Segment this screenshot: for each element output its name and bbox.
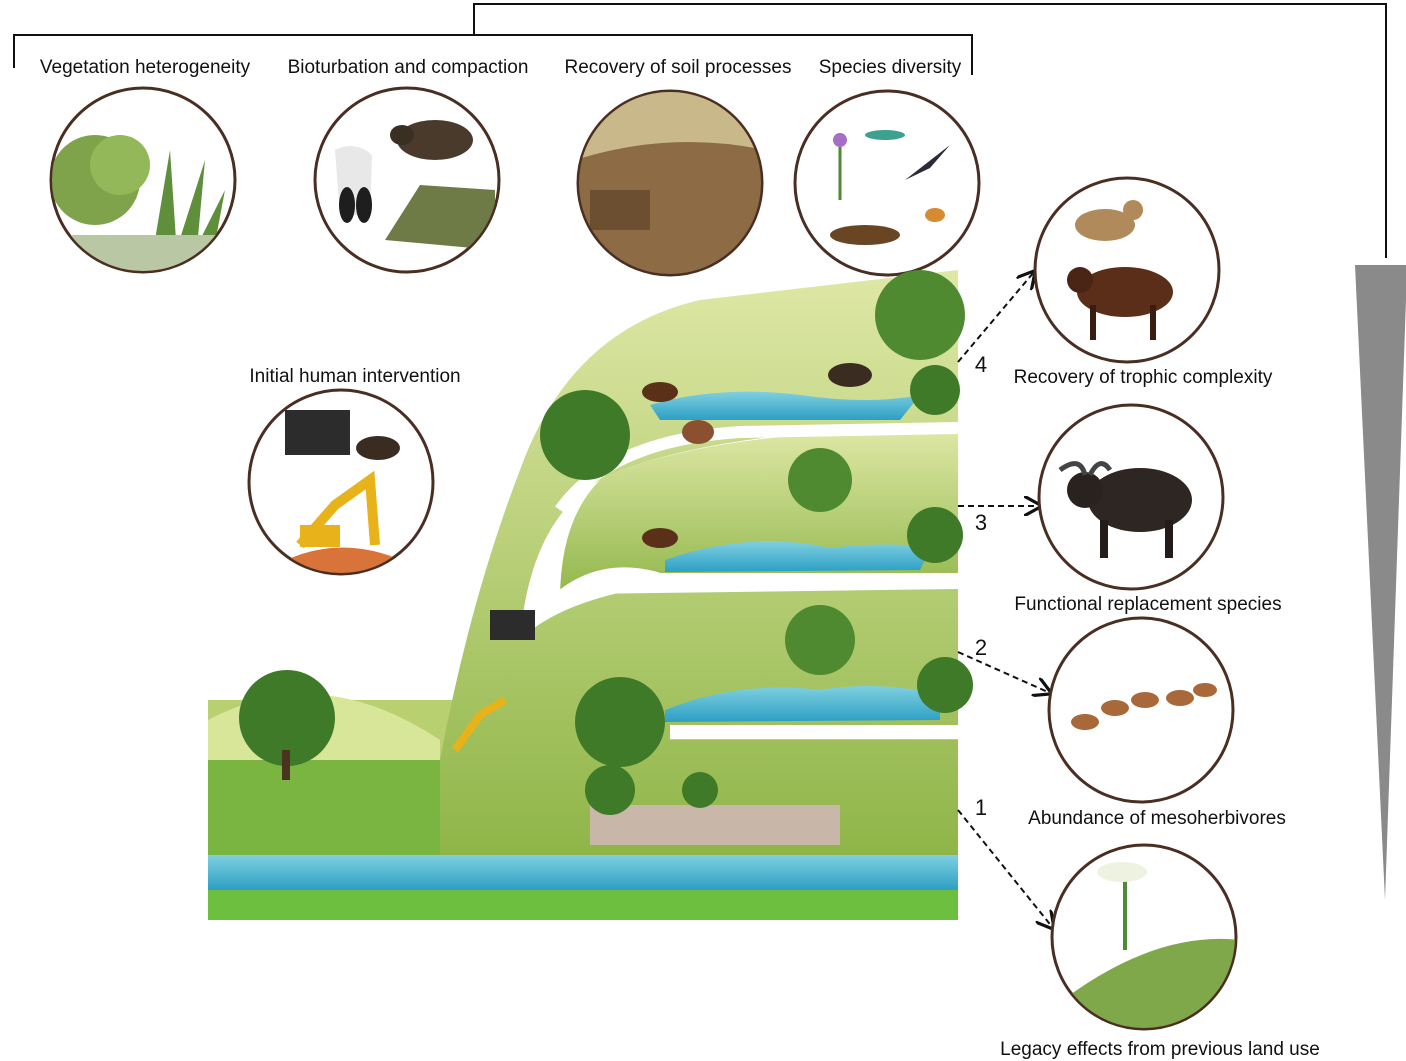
mesoherbivore-circle — [1047, 616, 1235, 804]
illustration-ellipse — [682, 420, 714, 444]
illustration-ellipse — [1097, 862, 1147, 882]
illustration-rect — [208, 855, 958, 890]
illustration-ellipse — [642, 528, 678, 548]
bioturbation-circle — [313, 86, 501, 274]
illustration-rect — [1090, 305, 1096, 340]
illustration-ellipse — [1088, 468, 1192, 532]
stage-number: 3 — [975, 510, 987, 535]
illustration-rect — [1150, 305, 1156, 340]
illustration-path — [385, 185, 495, 250]
illustration-circle — [833, 133, 847, 147]
stage-label: Functional replacement species — [1014, 594, 1281, 615]
illustration-rect — [208, 890, 958, 920]
illustration-path — [551, 567, 958, 604]
illustration-circle — [910, 365, 960, 415]
top-label: Vegetation heterogeneity — [40, 57, 251, 78]
illustration-path — [650, 391, 920, 420]
top-label: Recovery of soil processes — [564, 57, 791, 78]
soil-circle — [576, 89, 764, 277]
illustration-rect — [590, 190, 650, 230]
stage-number: 4 — [975, 352, 987, 377]
illustration-circle — [540, 390, 630, 480]
illustration-g — [1058, 461, 1192, 558]
arrow — [957, 809, 1053, 928]
illustration-circle — [1047, 616, 1235, 804]
illustration-g — [1067, 200, 1173, 340]
top-label: Species diversity — [819, 57, 962, 78]
illustration-ellipse — [642, 382, 678, 402]
illustration-circle — [875, 270, 965, 360]
illustration-path — [579, 581, 959, 594]
stage-number: 1 — [975, 795, 987, 820]
illustration-path — [579, 92, 761, 160]
illustration-path — [1058, 461, 1113, 477]
legacy-circle — [1050, 843, 1238, 1031]
illustration-ellipse — [1193, 683, 1217, 697]
illustration-ellipse — [830, 225, 900, 245]
illustration-circle — [793, 89, 981, 277]
illustration-path — [905, 145, 950, 180]
illustration-rect — [285, 410, 350, 455]
vegetation-circle — [49, 86, 237, 274]
illustration-path — [451, 696, 508, 753]
stage-number: 2 — [975, 635, 987, 660]
illustration-circle — [907, 507, 963, 563]
illustration-path — [555, 422, 959, 514]
species-circle — [793, 89, 981, 277]
illustration-circle — [682, 772, 718, 808]
illustration-circle — [788, 448, 852, 512]
illustration-circle — [585, 765, 635, 815]
illustration-ellipse — [390, 125, 414, 145]
outer-bracket — [473, 3, 1387, 258]
illustration-ellipse — [1101, 700, 1129, 716]
illustration-path — [665, 686, 940, 722]
illustration-rect — [490, 610, 535, 640]
illustration-g — [579, 92, 761, 274]
illustration-ellipse — [828, 363, 872, 387]
arrow — [957, 272, 1034, 363]
illustration-circle — [239, 670, 335, 766]
inner-bracket — [13, 34, 973, 75]
stage-label: Abundance of mesoherbivores — [1028, 808, 1286, 829]
trophic-circle — [1033, 176, 1221, 364]
stage-label: Legacy effects from previous land use — [1000, 1039, 1320, 1060]
illustration-ellipse — [1071, 714, 1099, 730]
illustration-circle — [1067, 472, 1103, 508]
illustration-circle — [575, 677, 665, 767]
illustration-ellipse — [339, 187, 355, 223]
illustration-circle — [1067, 267, 1093, 293]
illustration-circle — [1123, 200, 1143, 220]
illustration-ellipse — [397, 120, 473, 160]
stage-label: Recovery of trophic complexity — [1014, 367, 1273, 388]
intervention-circle — [247, 388, 435, 576]
illustration-ellipse — [1075, 209, 1135, 241]
arrow — [957, 651, 1050, 693]
gradient-wedge — [1355, 265, 1406, 900]
illustration-g — [335, 120, 495, 250]
illustration-ellipse — [1131, 692, 1159, 708]
illustration-ellipse — [356, 436, 400, 460]
top-label: Bioturbation and compaction — [288, 57, 529, 78]
illustration-rect — [300, 525, 340, 547]
illustration-ellipse — [1166, 690, 1194, 706]
illustration-rect — [590, 805, 840, 845]
illustration-circle — [917, 657, 973, 713]
illustration-rect — [1165, 520, 1173, 558]
illustration-ellipse — [925, 208, 945, 222]
landscape — [208, 270, 973, 920]
replacement-circle — [1037, 403, 1225, 591]
illustration-rect — [282, 750, 290, 780]
illustration-rect — [1100, 520, 1108, 558]
illustration-ellipse — [356, 187, 372, 223]
illustration-ellipse — [865, 130, 905, 140]
illustration-path — [665, 541, 930, 572]
intervention-label: Initial human intervention — [249, 366, 460, 387]
illustration-circle — [90, 135, 150, 195]
illustration-ellipse — [1077, 267, 1173, 317]
illustration-circle — [785, 605, 855, 675]
